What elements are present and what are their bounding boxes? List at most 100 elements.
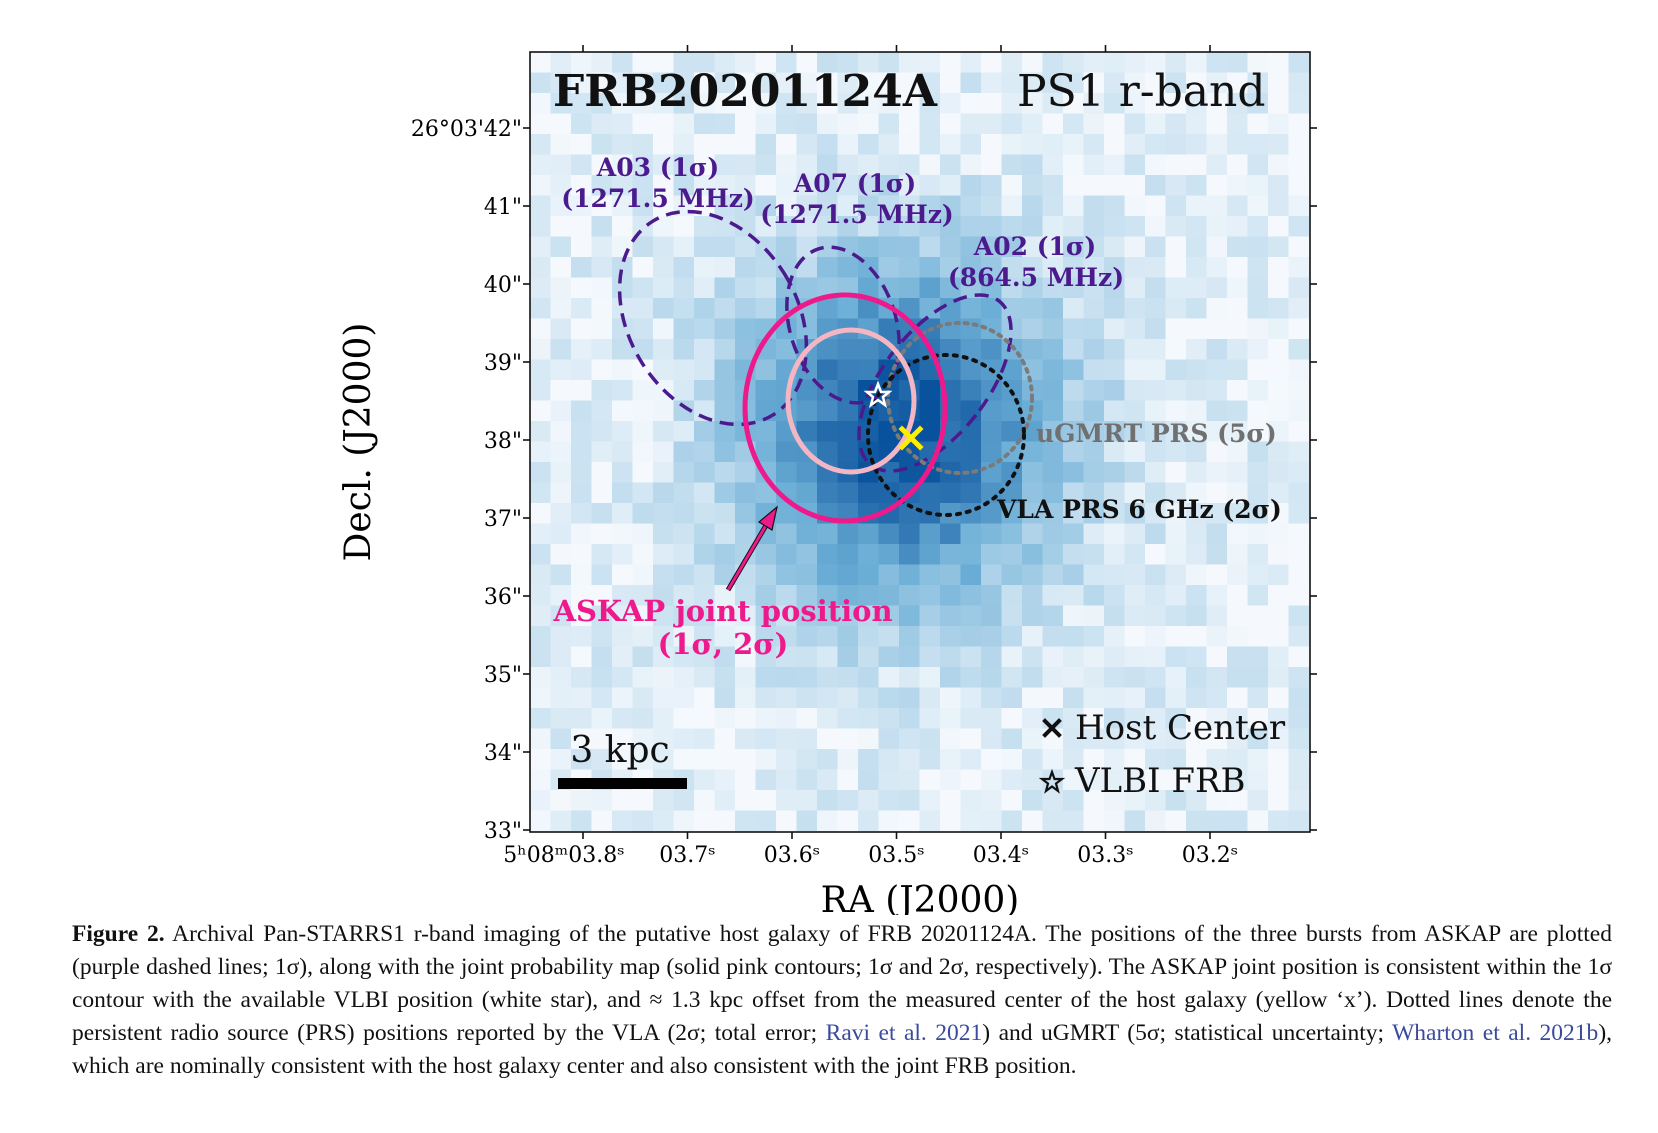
image-pixel: [591, 749, 613, 770]
caption-ref-ravi[interactable]: Ravi et al. 2021: [825, 1020, 983, 1046]
image-pixel: [1042, 523, 1064, 545]
image-pixel: [1104, 277, 1125, 299]
image-pixel: [1288, 339, 1310, 360]
image-pixel: [1309, 564, 1310, 586]
image-pixel: [981, 113, 1002, 135]
image-pixel: [899, 236, 920, 258]
image-pixel: [878, 216, 900, 237]
image-pixel: [981, 544, 1002, 565]
image-pixel: [1268, 257, 1289, 278]
image-pixel: [1001, 277, 1023, 299]
legend-vlbi-frb: VLBI FRB: [1074, 761, 1246, 801]
image-pixel: [632, 298, 654, 319]
image-pixel: [735, 216, 756, 237]
image-pixel: [1145, 113, 1166, 135]
image-pixel: [1104, 257, 1125, 278]
image-pixel: [571, 339, 592, 360]
image-pixel: [776, 708, 797, 729]
image-pixel: [591, 216, 613, 237]
image-pixel: [530, 544, 551, 565]
image-pixel: [960, 257, 982, 278]
image-pixel: [1063, 523, 1084, 545]
image-pixel: [530, 400, 551, 422]
image-pixel: [981, 523, 1002, 545]
image-pixel: [694, 93, 715, 114]
image-pixel: [1288, 769, 1310, 791]
image-pixel: [878, 154, 900, 176]
image-pixel: [1227, 359, 1248, 381]
caption-ref-wharton[interactable]: Wharton et al. 2021b: [1392, 1020, 1599, 1046]
image-pixel: [837, 544, 859, 565]
image-pixel: [776, 175, 797, 196]
image-pixel: [899, 277, 920, 299]
image-pixel: [1104, 544, 1125, 565]
image-pixel: [919, 728, 941, 750]
image-pixel: [817, 113, 838, 135]
image-pixel: [940, 646, 961, 668]
image-pixel: [653, 318, 674, 340]
image-pixel: [981, 605, 1002, 627]
image-pixel: [878, 52, 900, 73]
image-pixel: [1268, 277, 1289, 299]
y-tick-label: 39": [484, 351, 522, 376]
image-pixel: [653, 708, 674, 729]
image-pixel: [673, 154, 695, 176]
image-pixel: [755, 277, 777, 299]
image-pixel: [1288, 646, 1310, 668]
image-pixel: [653, 790, 674, 811]
label-askap-line1: ASKAP joint position: [552, 594, 892, 628]
image-pixel: [817, 585, 838, 606]
image-pixel: [1145, 277, 1166, 299]
image-pixel: [1247, 708, 1269, 729]
image-pixel: [673, 277, 695, 299]
image-pixel: [1042, 667, 1064, 688]
image-pixel: [817, 298, 838, 319]
image-pixel: [878, 585, 900, 606]
image-pixel: [632, 646, 654, 668]
image-pixel: [1268, 626, 1289, 647]
image-pixel: [858, 626, 879, 647]
image-pixel: [817, 154, 838, 176]
image-pixel: [1165, 52, 1187, 73]
image-pixel: [571, 810, 592, 832]
image-pixel: [1206, 359, 1228, 381]
image-pixel: [796, 72, 818, 94]
image-pixel: [735, 298, 756, 319]
image-pixel: [1309, 626, 1310, 647]
image-pixel: [694, 154, 715, 176]
image-pixel: [735, 585, 756, 606]
image-pixel: [755, 667, 777, 688]
image-pixel: [1268, 318, 1289, 340]
image-pixel: [1227, 380, 1248, 401]
image-pixel: [735, 93, 756, 114]
image-pixel: [1042, 298, 1064, 319]
image-pixel: [1124, 113, 1146, 135]
image-pixel: [1063, 277, 1084, 299]
image-pixel: [1268, 175, 1289, 196]
image-pixel: [899, 728, 920, 750]
image-pixel: [960, 298, 982, 319]
image-pixel: [1288, 318, 1310, 340]
image-pixel: [1186, 154, 1207, 176]
image-pixel: [1227, 687, 1248, 709]
image-pixel: [714, 790, 736, 811]
image-pixel: [899, 585, 920, 606]
caption-text-1: Archival Pan-STARRS1 r-band imaging of t…: [72, 921, 1612, 1046]
image-pixel: [878, 257, 900, 278]
image-pixel: [1042, 277, 1064, 299]
image-pixel: [960, 421, 982, 442]
image-pixel: [1145, 380, 1166, 401]
image-pixel: [673, 441, 695, 463]
image-pixel: [1083, 216, 1105, 237]
image-pixel: [714, 216, 736, 237]
image-pixel: [673, 113, 695, 135]
image-pixel: [1104, 93, 1125, 114]
image-pixel: [1227, 462, 1248, 483]
image-pixel: [1309, 667, 1310, 688]
image-pixel: [1247, 195, 1269, 217]
image-pixel: [530, 380, 551, 401]
image-pixel: [1206, 503, 1228, 524]
image-pixel: [1309, 810, 1310, 832]
image-pixel: [1042, 72, 1064, 94]
image-pixel: [1124, 52, 1146, 73]
